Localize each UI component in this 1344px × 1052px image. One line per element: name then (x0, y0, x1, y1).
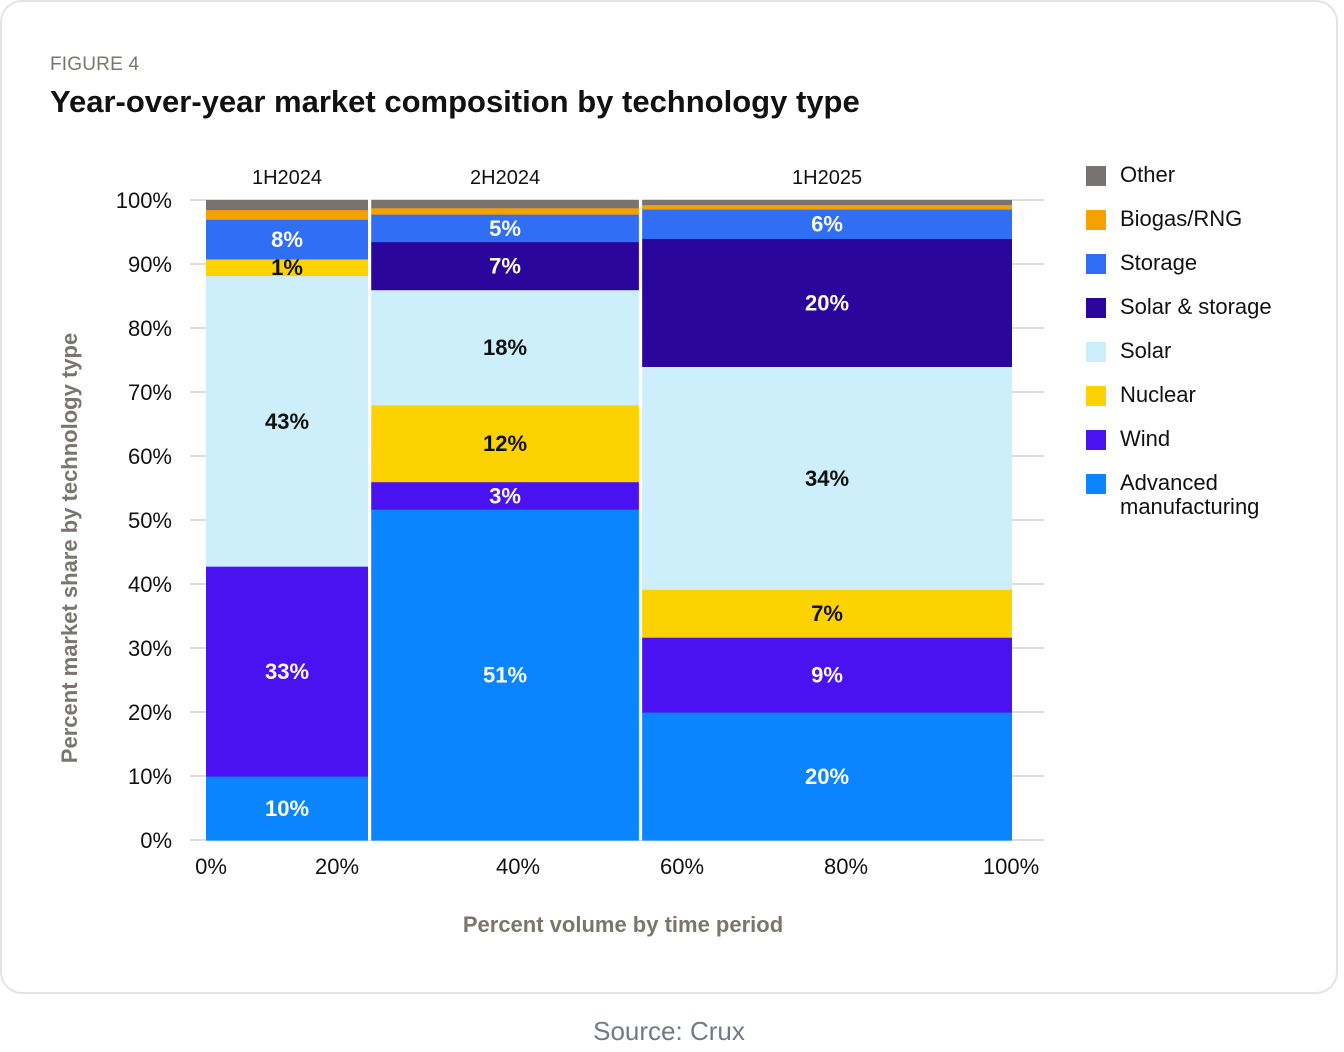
legend-swatch (1086, 254, 1106, 274)
legend-swatch (1086, 166, 1106, 186)
x-axis-title: Percent volume by time period (463, 912, 783, 937)
legend-swatch (1086, 342, 1106, 362)
y-tick-label: 100% (116, 188, 172, 213)
bar-segment (206, 200, 368, 211)
bar-segment (206, 258, 368, 277)
chart-plot: 0% 10% 20% 30% 40% 50% 60% 70% 80% 90% 100% 10% 33% 4… (57, 167, 1044, 937)
y-tick-label: 70% (128, 380, 172, 405)
data-label: 10% (265, 796, 309, 821)
bar-segment (642, 204, 1012, 210)
chart-legend: Other Biogas/RNG Storage Solar & storage Sol… (1086, 163, 1290, 519)
y-tick-label: 50% (128, 508, 172, 533)
bar-segment (371, 404, 639, 483)
data-label: 51% (483, 663, 527, 688)
data-label: 7% (489, 254, 521, 279)
legend-label: Other (1120, 162, 1176, 187)
bar-segment (206, 209, 368, 220)
legend-item: Solar (1086, 339, 1290, 383)
bar-segment (371, 481, 639, 510)
legend-label: Wind (1120, 426, 1171, 451)
legend-swatch (1086, 298, 1106, 318)
bar-segment (371, 509, 639, 841)
data-label: 8% (271, 227, 303, 252)
bar-segment (642, 366, 1012, 590)
legend-item: Advanced manufacturing (1086, 471, 1290, 519)
legend-item: Storage (1086, 251, 1290, 295)
data-label: 3% (489, 483, 521, 508)
data-label: 43% (265, 409, 309, 434)
bar-segment (642, 238, 1012, 367)
legend-item: Solar & storage (1086, 295, 1290, 339)
bar-segment (206, 566, 368, 777)
data-label: 34% (805, 466, 849, 491)
data-label: 7% (811, 601, 843, 626)
legend-label: Solar & storage (1120, 294, 1272, 319)
data-label: 20% (805, 290, 849, 315)
x-tick-label: 40% (496, 854, 540, 879)
legend-swatch (1086, 386, 1106, 406)
legend-label: Advanced manufacturing (1120, 470, 1260, 519)
legend-item: Nuclear (1086, 383, 1290, 427)
bar-segment (642, 589, 1012, 638)
x-tick-label: 60% (660, 854, 704, 879)
bar-segment (642, 200, 1012, 206)
bar-segment (371, 200, 639, 209)
bar-segment (206, 219, 368, 260)
legend-swatch (1086, 210, 1106, 230)
data-label: 33% (265, 659, 309, 684)
legend-swatch (1086, 474, 1106, 494)
data-label: 12% (483, 431, 527, 456)
y-tick-label: 20% (128, 700, 172, 725)
x-tick-label: 100% (983, 854, 1039, 879)
data-label: 18% (483, 335, 527, 360)
bar-segment (371, 207, 639, 215)
data-label: 9% (811, 663, 843, 688)
legend-item: Other (1086, 163, 1290, 207)
bar-segment (206, 275, 368, 567)
category-label: 1H2024 (252, 167, 322, 189)
x-tick-label: 0% (195, 854, 227, 879)
legend-item: Wind (1086, 427, 1290, 471)
bar-segment (642, 712, 1012, 841)
y-tick-label: 40% (128, 572, 172, 597)
figure-label: FIGURE 4 (50, 54, 140, 75)
y-tick-label: 0% (140, 828, 172, 853)
bar-segment (371, 214, 639, 243)
legend-swatch (1086, 430, 1106, 450)
data-label: 5% (489, 216, 521, 241)
legend-label: Storage (1120, 250, 1198, 275)
category-label: 2H2024 (470, 167, 540, 189)
x-tick-label: 20% (315, 854, 359, 879)
y-tick-label: 90% (128, 252, 172, 277)
chart-title: Year-over-year market composition by tec… (50, 84, 860, 119)
legend-label: Solar (1120, 338, 1172, 363)
data-label: 6% (811, 212, 843, 237)
source-note: Source: Crux (593, 1016, 745, 1046)
y-tick-label: 10% (128, 764, 172, 789)
bar-segment (642, 637, 1012, 713)
y-tick-label: 30% (128, 636, 172, 661)
bar-segment (371, 289, 639, 406)
y-tick-label: 80% (128, 316, 172, 341)
legend-label: Nuclear (1120, 382, 1196, 407)
data-label: 20% (805, 764, 849, 789)
bar-segment (206, 776, 368, 841)
x-tick-label: 80% (824, 854, 868, 879)
legend-label: Biogas/RNG (1120, 206, 1243, 231)
bar-segment (642, 208, 1012, 239)
y-axis-title: Percent market share by technology type (57, 333, 82, 763)
bar-segment (371, 241, 639, 291)
y-tick-label: 60% (128, 444, 172, 469)
category-label: 1H2025 (792, 167, 862, 189)
legend-item: Biogas/RNG (1086, 207, 1290, 251)
